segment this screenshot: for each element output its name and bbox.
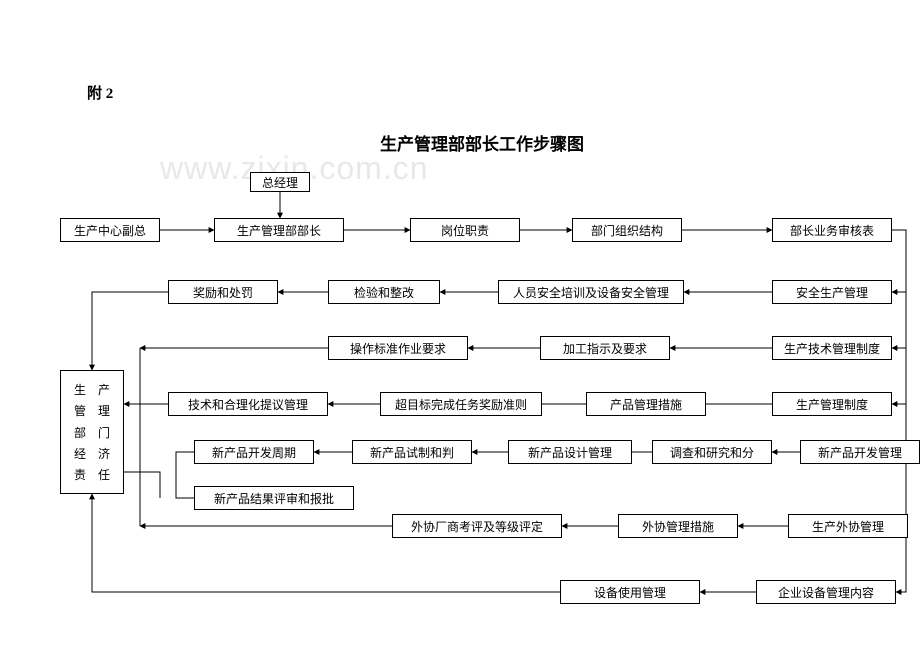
flow-node-n_kfzq: 新产品开发周期	[194, 440, 314, 464]
flow-node-n_bz: 生产管理部部长	[214, 218, 344, 242]
flow-node-n_wxcs: 外协管理措施	[618, 514, 738, 538]
flow-node-n_jlcf: 奖励和处罚	[168, 280, 278, 304]
flow-node-n_cpgl: 产品管理措施	[586, 392, 706, 416]
flow-node-n_gwzz: 岗位职责	[410, 218, 520, 242]
flow-node-n_sjgl: 新产品设计管理	[508, 440, 632, 464]
flow-node-n_px: 人员安全培训及设备安全管理	[498, 280, 684, 304]
flow-node-n_dcyf: 调查和研究和分	[652, 440, 772, 464]
flow-node-n_czbz: 操作标准作业要求	[328, 336, 468, 360]
connectors-layer	[0, 0, 920, 651]
flow-node-n_aqsc: 安全生产管理	[772, 280, 892, 304]
flow-node-n_kfgl: 新产品开发管理	[800, 440, 920, 464]
flow-node-n_szpd: 新产品试制和判	[352, 440, 472, 464]
flow-node-n_scgl: 生产管理制度	[772, 392, 892, 416]
flow-node-n_cmjl: 超目标完成任务奖励准则	[380, 392, 542, 416]
flow-node-n_scwx: 生产外协管理	[788, 514, 908, 538]
flow-node-n_fu: 生产中心副总	[60, 218, 160, 242]
flow-node-n_jshl: 技术和合理化提议管理	[168, 392, 328, 416]
flow-node-n_jgzs: 加工指示及要求	[540, 336, 670, 360]
flow-node-vertical: 生产管理部门经济责任	[60, 370, 124, 494]
flow-node-n_zzz: 部门组织结构	[572, 218, 682, 242]
flow-node-n_shb: 部长业务审核表	[772, 218, 892, 242]
diagram-title: 生产管理部部长工作步骤图	[380, 130, 584, 155]
flow-node-n_sbsy: 设备使用管理	[560, 580, 700, 604]
flow-node-n_jgps: 新产品结果评审和报批	[194, 486, 354, 510]
appendix-label: 附 2	[87, 82, 113, 103]
flow-node-n_qysb: 企业设备管理内容	[756, 580, 896, 604]
flow-node-n_scjs: 生产技术管理制度	[772, 336, 892, 360]
flow-node-n_jyzg: 检验和整改	[328, 280, 440, 304]
flow-node-n_zjl: 总经理	[250, 172, 310, 192]
flow-node-n_wxkp: 外协厂商考评及等级评定	[392, 514, 562, 538]
